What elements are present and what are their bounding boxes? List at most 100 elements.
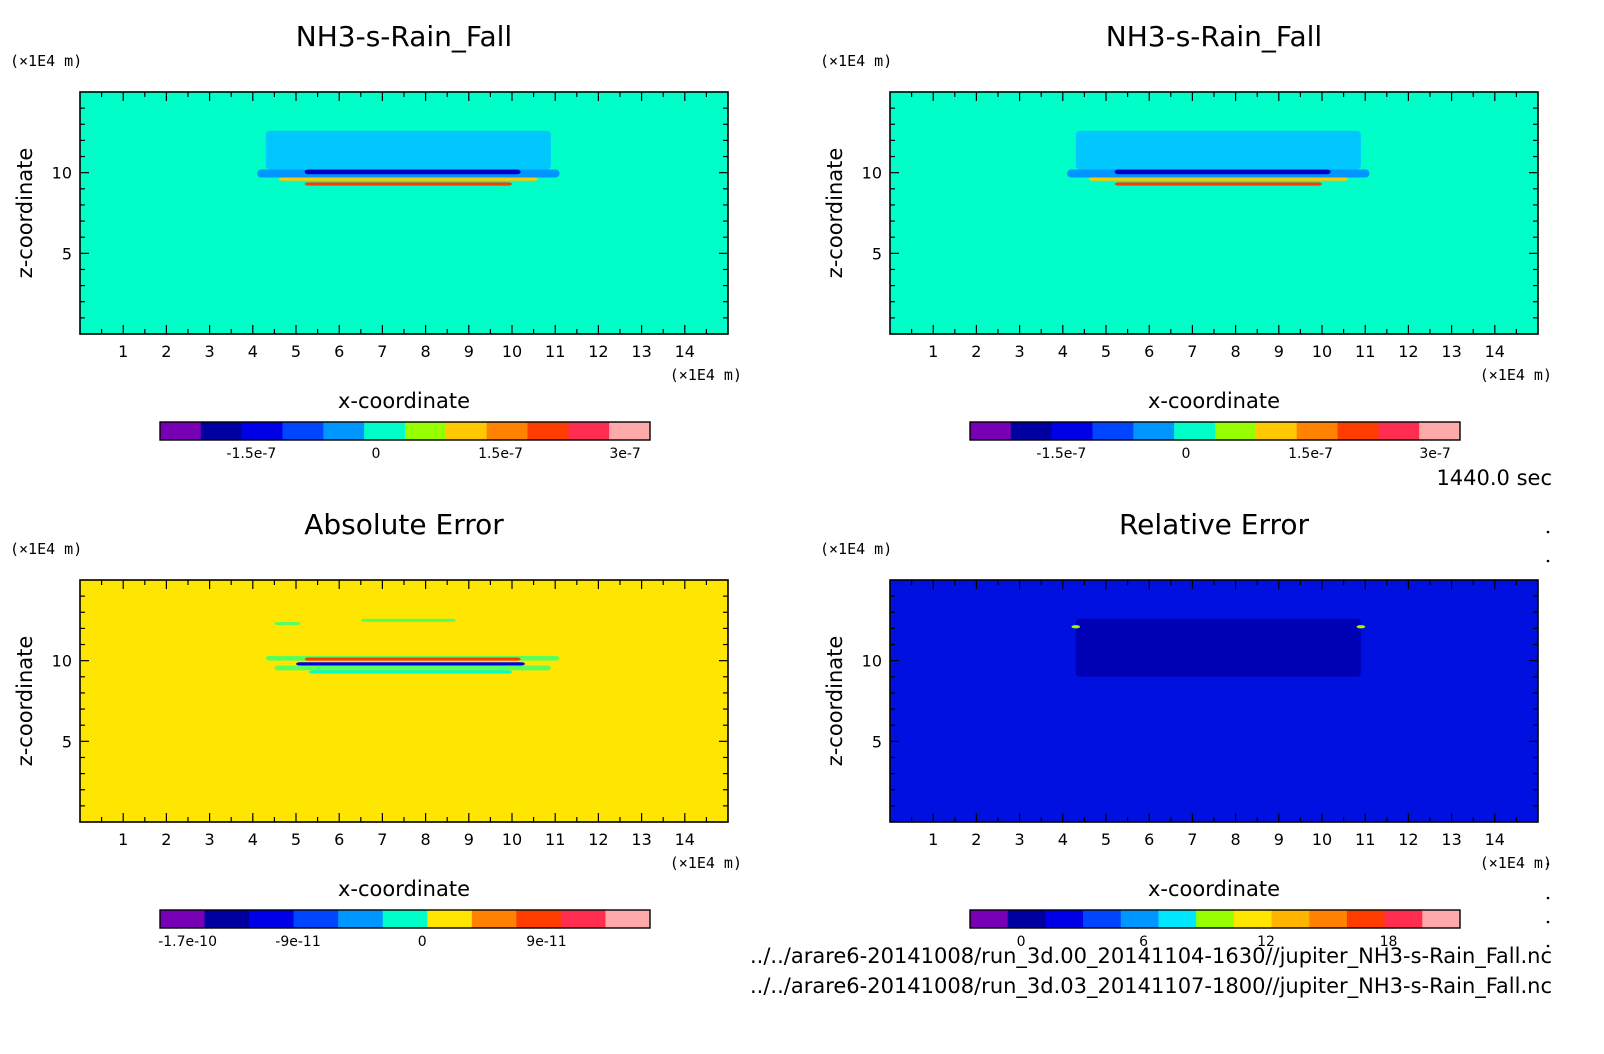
colorbar-segment [1215,422,1257,440]
x-tick-label: 12 [1398,830,1418,849]
x-tick-label: 4 [248,830,258,849]
colorbar-tick-label: 12 [1257,934,1275,950]
dot-marker [1546,944,1550,948]
field-feature [304,182,512,186]
x-tick-label: 4 [248,342,258,361]
colorbar-frame [159,421,651,441]
y-axis-label: z-coordinate [13,148,37,279]
y-tick-label: 5 [872,732,882,751]
field-feature [1114,169,1331,175]
colorbar-segment [970,422,1012,440]
x-tick-label: 11 [1355,342,1375,361]
x-tick-label: 12 [1398,342,1418,361]
field-feature [304,657,521,661]
y-unit-label: (×1E4 m) [820,52,892,70]
x-tick-label: 6 [1144,342,1154,361]
colorbar-segment [1233,910,1273,928]
colorbar-segment [1309,910,1348,928]
colorbar-segment [249,910,295,928]
colorbar-segment [323,422,365,440]
x-tick-label: 6 [334,342,344,361]
dot-marker [1546,896,1550,900]
colorbar-segment [364,422,406,440]
colorbar-tick-label: 1.5e-7 [478,446,523,462]
field-feature [1356,625,1366,629]
colorbar-segment [1255,422,1298,440]
y-tick-label: 5 [872,244,882,263]
colorbar-segment [1045,910,1084,928]
x-tick-label: 1 [118,342,128,361]
y-tick-label: 10 [52,652,72,671]
field-feature [274,665,551,671]
panel-2: NH3-s-Rain_Fall(×1E4 m)1 2 3 4 5 6 7 8 9 10 11 12 13… [820,20,1552,462]
x-tick-label: 9 [1274,830,1284,849]
colorbar-segment [427,910,473,928]
x-unit-label: (×1E4 m) [670,854,742,872]
y-axis-label: z-coordinate [13,636,37,767]
x-tick-label: 5 [1101,830,1111,849]
colorbar-segment [560,910,606,928]
x-tick-label: 9 [464,342,474,361]
panel-title: Absolute Error [304,508,504,541]
y-tick-label: 10 [862,164,882,183]
y-axis-label: z-coordinate [823,636,847,767]
x-tick-label: 3 [205,342,215,361]
y-unit-label: (×1E4 m) [10,52,82,70]
x-unit-label: (×1E4 m) [1480,854,1552,872]
colorbar-segment [1133,422,1175,440]
x-tick-label: 14 [675,830,695,849]
x-tick-label: 2 [161,830,171,849]
panel-title: NH3-s-Rain_Fall [296,20,512,53]
colorbar-tick-label: -1.5e-7 [226,446,276,462]
x-unit-label: (×1E4 m) [1480,366,1552,384]
dot-marker [1546,920,1550,924]
x-tick-label: 11 [545,830,565,849]
colorbar-segment [338,910,384,928]
colorbar-segment [1174,422,1216,440]
x-tick-label: 5 [291,342,301,361]
colorbar-segment [609,422,651,440]
dot-marker [1546,559,1550,563]
x-tick-label: 12 [588,830,608,849]
colorbar-segment [1007,910,1046,928]
footer-file2: ../../arare6-20141008/run_3d.03_20141107… [749,974,1552,998]
colorbar-segment [241,422,283,440]
colorbar-segment [1384,910,1423,928]
field-feature [1088,177,1348,181]
colorbar-segment [1092,422,1134,440]
colorbar-segment [1346,910,1386,928]
x-tick-label: 6 [334,830,344,849]
x-tick-label: 11 [545,342,565,361]
colorbar-segment [1337,422,1379,440]
colorbar-segment [382,910,428,928]
colorbar-segment [605,910,651,928]
x-tick-label: 3 [1015,342,1025,361]
x-tick-label: 12 [588,342,608,361]
field-feature [308,670,512,674]
colorbar-segment [1422,910,1461,928]
field-feature [274,621,301,626]
dot-marker [1546,530,1550,534]
colorbar-tick-label: 9e-11 [526,934,566,950]
field-feature [360,618,456,622]
colorbar-tick-label: 3e-7 [1419,446,1450,462]
colorbar-tick-label: -9e-11 [275,934,320,950]
x-tick-label: 10 [502,830,522,849]
colorbar-frame [969,909,1461,929]
colorbar-segment [486,422,528,440]
field-feature [265,130,551,170]
dot-marker [1546,862,1550,866]
field-feature [1071,625,1081,629]
footer-file1: ../../arare6-20141008/run_3d.00_20141104… [749,944,1552,968]
colorbar-tick-label: 0 [371,446,380,462]
colorbar-segment [1378,422,1420,440]
colorbar-frame [969,421,1461,441]
x-tick-label: 14 [1485,342,1505,361]
x-tick-label: 10 [1312,830,1332,849]
y-tick-label: 10 [52,164,72,183]
colorbar-segment [282,422,324,440]
time-label: 1440.0 sec [1436,466,1552,490]
field-feature [1114,182,1322,186]
x-tick-label: 7 [1187,830,1197,849]
colorbar-segment [1271,910,1310,928]
